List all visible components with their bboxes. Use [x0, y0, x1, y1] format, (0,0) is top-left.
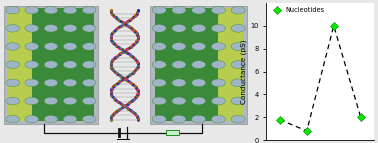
Circle shape [172, 6, 186, 14]
Circle shape [25, 43, 39, 50]
Circle shape [44, 61, 58, 68]
Circle shape [6, 115, 20, 123]
Circle shape [6, 79, 20, 87]
Circle shape [63, 61, 77, 68]
Y-axis label: Conductance (pS): Conductance (pS) [241, 39, 248, 104]
Circle shape [44, 79, 58, 87]
Circle shape [192, 115, 206, 123]
Circle shape [82, 25, 96, 32]
Circle shape [192, 79, 206, 87]
Circle shape [172, 115, 186, 123]
Circle shape [231, 24, 245, 32]
Circle shape [211, 24, 225, 32]
Circle shape [192, 43, 206, 50]
Circle shape [63, 6, 77, 14]
Circle shape [192, 97, 206, 105]
Circle shape [6, 97, 20, 105]
Circle shape [6, 43, 20, 50]
Circle shape [25, 115, 39, 123]
Circle shape [192, 24, 206, 32]
Bar [218, 8, 243, 121]
Circle shape [25, 6, 39, 14]
Bar [8, 8, 94, 121]
Legend: Nucleotides: Nucleotides [270, 6, 325, 14]
Circle shape [172, 79, 186, 87]
Circle shape [25, 25, 39, 32]
Circle shape [25, 97, 39, 105]
Circle shape [152, 115, 166, 123]
Circle shape [211, 115, 225, 123]
Circle shape [82, 115, 96, 123]
Bar [4, 6, 98, 124]
Circle shape [63, 97, 77, 105]
Circle shape [172, 24, 186, 32]
Circle shape [231, 43, 245, 50]
Circle shape [231, 97, 245, 105]
Circle shape [172, 97, 186, 105]
Circle shape [152, 6, 166, 14]
Circle shape [172, 43, 186, 50]
Circle shape [82, 61, 96, 68]
Circle shape [211, 79, 225, 87]
Bar [155, 8, 243, 121]
Circle shape [44, 25, 58, 32]
Bar [166, 130, 179, 135]
Circle shape [6, 25, 20, 32]
Circle shape [44, 43, 58, 50]
Circle shape [63, 115, 77, 123]
Circle shape [192, 61, 206, 68]
Circle shape [231, 115, 245, 123]
Circle shape [211, 43, 225, 50]
Circle shape [82, 97, 96, 105]
Circle shape [63, 79, 77, 87]
Circle shape [82, 79, 96, 87]
Circle shape [231, 6, 245, 14]
Circle shape [211, 6, 225, 14]
Circle shape [152, 61, 166, 68]
Circle shape [25, 61, 39, 68]
Circle shape [82, 43, 96, 50]
Circle shape [231, 61, 245, 68]
Circle shape [152, 24, 166, 32]
Circle shape [6, 61, 20, 68]
Circle shape [152, 79, 166, 87]
Circle shape [82, 6, 96, 14]
Bar [150, 6, 247, 124]
Circle shape [152, 43, 166, 50]
Circle shape [152, 97, 166, 105]
Circle shape [231, 79, 245, 87]
Circle shape [6, 6, 20, 14]
Circle shape [44, 115, 58, 123]
Bar [8, 8, 32, 121]
Circle shape [63, 43, 77, 50]
Circle shape [25, 79, 39, 87]
Circle shape [211, 97, 225, 105]
Circle shape [44, 97, 58, 105]
Circle shape [192, 6, 206, 14]
Circle shape [172, 61, 186, 68]
Circle shape [211, 61, 225, 68]
Circle shape [63, 25, 77, 32]
Circle shape [44, 6, 58, 14]
